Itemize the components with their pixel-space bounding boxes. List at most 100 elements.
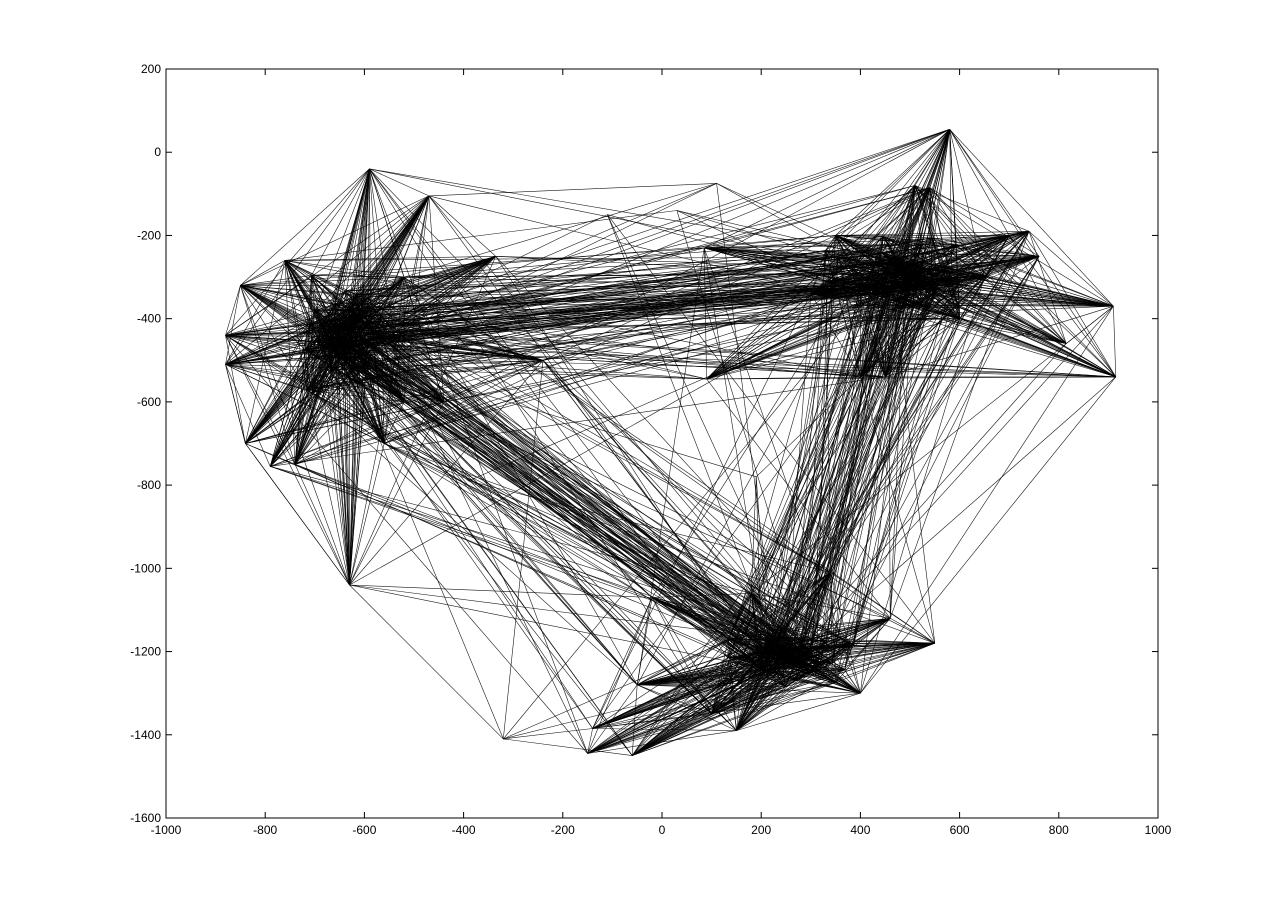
x-tick-label: 600 <box>950 823 970 837</box>
edge-inter-cluster <box>369 168 923 263</box>
edge-intra-cluster <box>294 339 346 465</box>
edge-inter-cluster <box>343 354 811 673</box>
edge-inter-cluster <box>763 262 875 651</box>
edge-inter-cluster <box>761 235 1010 658</box>
edge-inter-cluster <box>362 310 810 652</box>
edge-inter-cluster <box>349 330 851 644</box>
edge-bridge <box>503 632 746 740</box>
edge-inter-cluster <box>309 256 839 325</box>
edge-inter-cluster <box>651 129 950 598</box>
edge-inter-cluster <box>332 348 861 694</box>
edge-inter-cluster <box>769 306 928 651</box>
edge-intra-cluster <box>284 260 332 371</box>
edge-bridge <box>716 183 775 640</box>
edge-intra-cluster <box>587 728 593 754</box>
edge-inter-cluster <box>793 307 960 649</box>
edge-intra-cluster <box>306 389 350 586</box>
edge-intra-cluster <box>306 370 332 391</box>
edge-intra-cluster <box>240 285 350 586</box>
y-tick-label: -200 <box>137 228 161 242</box>
edge-inter-cluster <box>727 291 890 658</box>
edge-intra-cluster <box>341 328 350 586</box>
edge-intra-cluster <box>631 684 638 756</box>
edge-intra-cluster <box>284 260 322 326</box>
x-tick-label: 400 <box>850 823 870 837</box>
edge-intra-cluster <box>294 464 350 586</box>
edge-intra-cluster <box>329 338 350 586</box>
edge-inter-cluster <box>809 262 923 652</box>
edge-inter-cluster <box>314 310 729 640</box>
edge-inter-cluster <box>769 231 1030 651</box>
edge-inter-cluster <box>819 287 878 663</box>
edge-intra-cluster <box>651 597 729 640</box>
edge-intra-cluster <box>914 286 1116 378</box>
edge-intra-cluster <box>284 260 311 325</box>
edge-inter-cluster <box>240 285 707 380</box>
x-tick-label: 0 <box>659 823 666 837</box>
edge-inter-cluster <box>335 329 638 685</box>
edge-intra-cluster <box>315 294 357 340</box>
edge-intra-cluster <box>816 572 831 669</box>
edge-intra-cluster <box>225 335 305 350</box>
edge-bridge <box>716 183 911 275</box>
edge-intra-cluster <box>346 351 350 586</box>
edge-intra-cluster <box>927 284 933 307</box>
edge-bridge <box>503 360 544 739</box>
edge-inter-cluster <box>314 286 915 311</box>
edge-inter-cluster <box>343 321 800 651</box>
edge-inter-cluster <box>245 443 784 678</box>
x-tick-label: 1000 <box>1145 823 1172 837</box>
edge-inter-cluster <box>335 318 762 658</box>
edge-intra-cluster <box>240 260 286 286</box>
edge-intra-cluster <box>349 443 385 586</box>
edge-inter-cluster <box>809 273 911 652</box>
edge-inter-cluster <box>342 237 933 344</box>
edge-bridge <box>607 214 921 303</box>
edge-intra-cluster <box>311 275 336 343</box>
edge-intra-cluster <box>632 682 836 756</box>
edge-intra-cluster <box>284 260 357 295</box>
edge-intra-cluster <box>785 645 854 687</box>
edge-inter-cluster <box>542 360 851 644</box>
edge-intra-cluster <box>632 650 764 756</box>
edge-boundary <box>245 443 350 586</box>
edge-intra-cluster <box>914 185 1117 378</box>
edge-inter-cluster <box>736 269 852 731</box>
edge-boundary <box>349 584 504 740</box>
edge-intra-cluster <box>240 285 315 311</box>
edge-boundary <box>225 364 246 444</box>
edge-inter-cluster <box>736 284 958 731</box>
edge-intra-cluster <box>831 642 851 664</box>
edge-intra-cluster <box>240 276 405 286</box>
edge-intra-cluster <box>309 290 346 325</box>
edge-inter-cluster <box>428 195 786 687</box>
edge-bridge <box>468 480 831 573</box>
edge-inter-cluster <box>225 335 588 754</box>
edge-intra-cluster <box>736 669 845 731</box>
edge-intra-cluster <box>835 618 891 683</box>
edge-intra-cluster <box>245 310 316 444</box>
edge-inter-cluster <box>796 187 931 679</box>
y-tick-label: -1200 <box>130 645 161 659</box>
edge-bridge <box>676 210 938 289</box>
edge-inter-cluster <box>825 292 886 643</box>
x-axis: -1000 -800 -600 -400 -200 0 200 400 600 800 1000 <box>151 69 1172 837</box>
edge-intra-cluster <box>887 272 988 276</box>
edge-intra-cluster <box>245 392 313 444</box>
edge-inter-cluster <box>744 273 911 634</box>
edge-inter-cluster <box>354 304 876 369</box>
edge-inter-cluster <box>403 401 836 683</box>
edge-intra-cluster <box>711 663 833 715</box>
edge-inter-cluster <box>309 323 854 646</box>
edge-boundary <box>1113 306 1117 377</box>
edge-inter-cluster <box>769 304 876 670</box>
edge-intra-cluster <box>294 310 316 465</box>
edge-inter-cluster <box>809 185 916 652</box>
edge-inter-cluster <box>853 187 931 646</box>
edge-inter-cluster <box>318 306 928 357</box>
edge-intra-cluster <box>931 237 1067 344</box>
edge-intra-cluster <box>887 129 950 273</box>
edge-intra-cluster <box>711 632 746 715</box>
edge-bridge <box>342 183 717 344</box>
